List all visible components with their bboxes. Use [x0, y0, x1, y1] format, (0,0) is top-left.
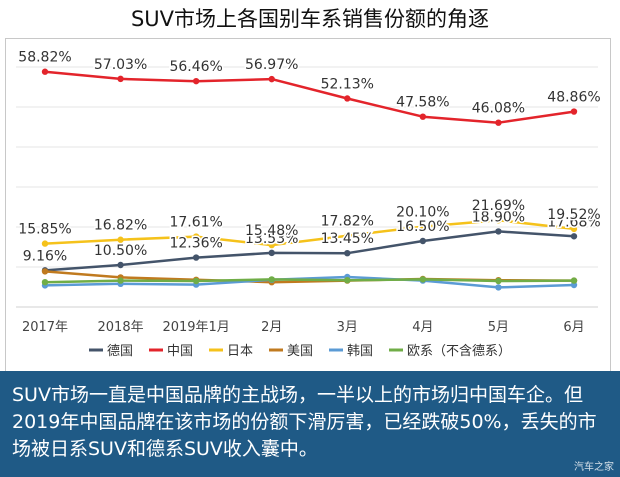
- legend-label: 美国: [287, 344, 313, 359]
- data-point: [495, 228, 502, 235]
- data-label: 19.52%: [547, 207, 600, 223]
- data-point: [41, 68, 49, 75]
- x-tick-label: 2月: [261, 320, 282, 335]
- chart-panel: 2017年 2018年 2019年1月 2月 3月 4月 5月 6月 9.16% 10.50% 12…: [5, 38, 611, 372]
- legend-label: 中国: [167, 344, 193, 359]
- data-point: [570, 281, 578, 289]
- data-label: 10.50%: [94, 243, 147, 259]
- line-chart: 2017年 2018年 2019年1月 2月 3月 4月 5月 6月 9.16% 10.50% 12…: [16, 48, 602, 359]
- data-label: 48.86%: [547, 90, 600, 106]
- data-label: 56.97%: [245, 57, 298, 73]
- data-point: [41, 240, 49, 247]
- data-label: 16.82%: [94, 218, 147, 234]
- data-label: 46.08%: [472, 101, 525, 117]
- data-point: [570, 225, 578, 233]
- data-label: 58.82%: [18, 50, 71, 66]
- data-label: 21.69%: [472, 198, 525, 214]
- legend-label: 韩国: [347, 344, 373, 359]
- series-line: [44, 230, 575, 272]
- data-label: 9.16%: [23, 248, 67, 264]
- data-point: [495, 277, 502, 285]
- legend-label: 德国: [107, 344, 133, 359]
- data-point: [495, 284, 502, 291]
- data-point: [344, 277, 351, 284]
- x-tick-label: 2018年: [98, 320, 144, 335]
- data-label: 47.58%: [396, 95, 449, 111]
- series-line: [44, 218, 575, 247]
- data-point: [192, 254, 200, 261]
- data-point: [192, 77, 200, 85]
- data-label: 13.53%: [245, 231, 298, 247]
- series-line: [44, 70, 575, 124]
- chart-title: SUV市场上各国别车系销售份额的角逐: [130, 7, 490, 31]
- series-line: [44, 275, 575, 289]
- data-point: [419, 276, 427, 283]
- data-point: [570, 277, 578, 284]
- data-point: [268, 276, 275, 283]
- data-point: [117, 236, 124, 243]
- data-point: [192, 233, 200, 240]
- data-label: 17.61%: [169, 215, 222, 231]
- data-label: 56.46%: [169, 59, 222, 75]
- data-point: [495, 119, 502, 126]
- data-point: [192, 277, 200, 285]
- data-label: 17.82%: [321, 214, 374, 230]
- x-tick-label: 4月: [412, 320, 433, 335]
- data-point: [419, 237, 427, 245]
- data-point: [344, 232, 351, 239]
- x-tick-label: 2019年1月: [162, 320, 229, 335]
- data-label: 12.36%: [169, 236, 222, 252]
- data-point: [41, 279, 49, 286]
- data-point: [117, 261, 124, 269]
- data-point: [268, 249, 275, 257]
- caption-box: SUV市场一直是中国品牌的主战场，一半以上的市场归中国车企。但2019年中国品牌…: [0, 371, 620, 477]
- x-tick-label: 2017年: [22, 320, 68, 335]
- data-label: 15.48%: [245, 223, 298, 239]
- data-label: 16.50%: [396, 219, 449, 235]
- data-point: [41, 268, 49, 275]
- data-label: 20.10%: [396, 205, 449, 221]
- data-point: [344, 250, 351, 257]
- data-point: [495, 217, 502, 224]
- data-label: 15.85%: [18, 222, 71, 238]
- caption-text: SUV市场一直是中国品牌的主战场，一半以上的市场归中国车企。但2019年中国品牌…: [12, 384, 597, 460]
- x-tick-label: 6月: [563, 320, 584, 335]
- watermark: 汽车之家: [574, 462, 614, 473]
- data-point: [117, 277, 124, 284]
- legend-label: 日本: [227, 344, 253, 359]
- data-point: [419, 223, 427, 230]
- data-label: 57.03%: [94, 57, 147, 73]
- data-point: [117, 75, 124, 83]
- legend-label: 欧系（不含德系）: [407, 343, 511, 359]
- x-tick-label: 3月: [337, 320, 358, 335]
- x-tick-label: 5月: [488, 320, 509, 335]
- data-point: [570, 233, 578, 240]
- data-point: [344, 95, 351, 102]
- data-point: [268, 75, 275, 83]
- data-point: [268, 241, 275, 249]
- data-label: 52.13%: [321, 76, 374, 92]
- data-label: 17.68%: [547, 214, 600, 230]
- series-line: [44, 278, 575, 284]
- data-point: [570, 108, 578, 115]
- data-label: 18.90%: [472, 209, 525, 225]
- data-point: [419, 113, 427, 120]
- data-label: 13.45%: [321, 231, 374, 247]
